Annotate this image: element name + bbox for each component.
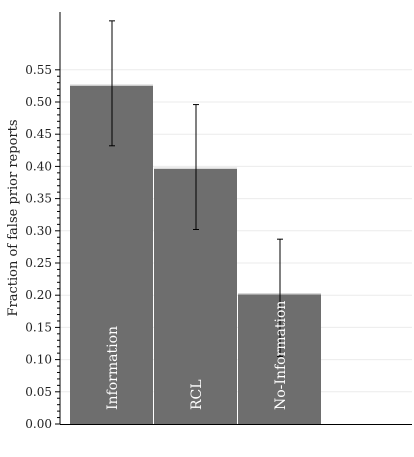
- y-ticks: 0.00 0.05 0.10 0.15 0.20 0.25 0.30 0.35 0.40 0.45…: [25, 63, 60, 431]
- bar-category-label: No-Information: [273, 301, 289, 410]
- y-tick-label: 0.10: [25, 353, 52, 367]
- y-tick-label: 0.05: [25, 385, 52, 399]
- bar-labels: Information RCL No-Information: [105, 301, 289, 410]
- y-axis-label: Fraction of false prior reports: [6, 120, 21, 317]
- y-tick-label: 0.55: [25, 63, 52, 77]
- y-tick-label: 0.20: [25, 288, 52, 302]
- y-tick-label: 0.25: [25, 256, 52, 270]
- y-tick-label: 0.30: [25, 224, 52, 238]
- y-tick-label: 0.45: [25, 127, 52, 141]
- y-tick-label: 0.15: [25, 320, 52, 334]
- y-tick-label: 0.40: [25, 159, 52, 173]
- error-bars: [109, 20, 283, 357]
- y-tick-label: 0.50: [25, 95, 52, 109]
- bars: [70, 84, 321, 425]
- bar-category-label: RCL: [189, 379, 205, 410]
- y-tick-label: 0.35: [25, 192, 52, 206]
- bar-category-label: Information: [105, 326, 121, 410]
- y-tick-label: 0.00: [25, 417, 52, 431]
